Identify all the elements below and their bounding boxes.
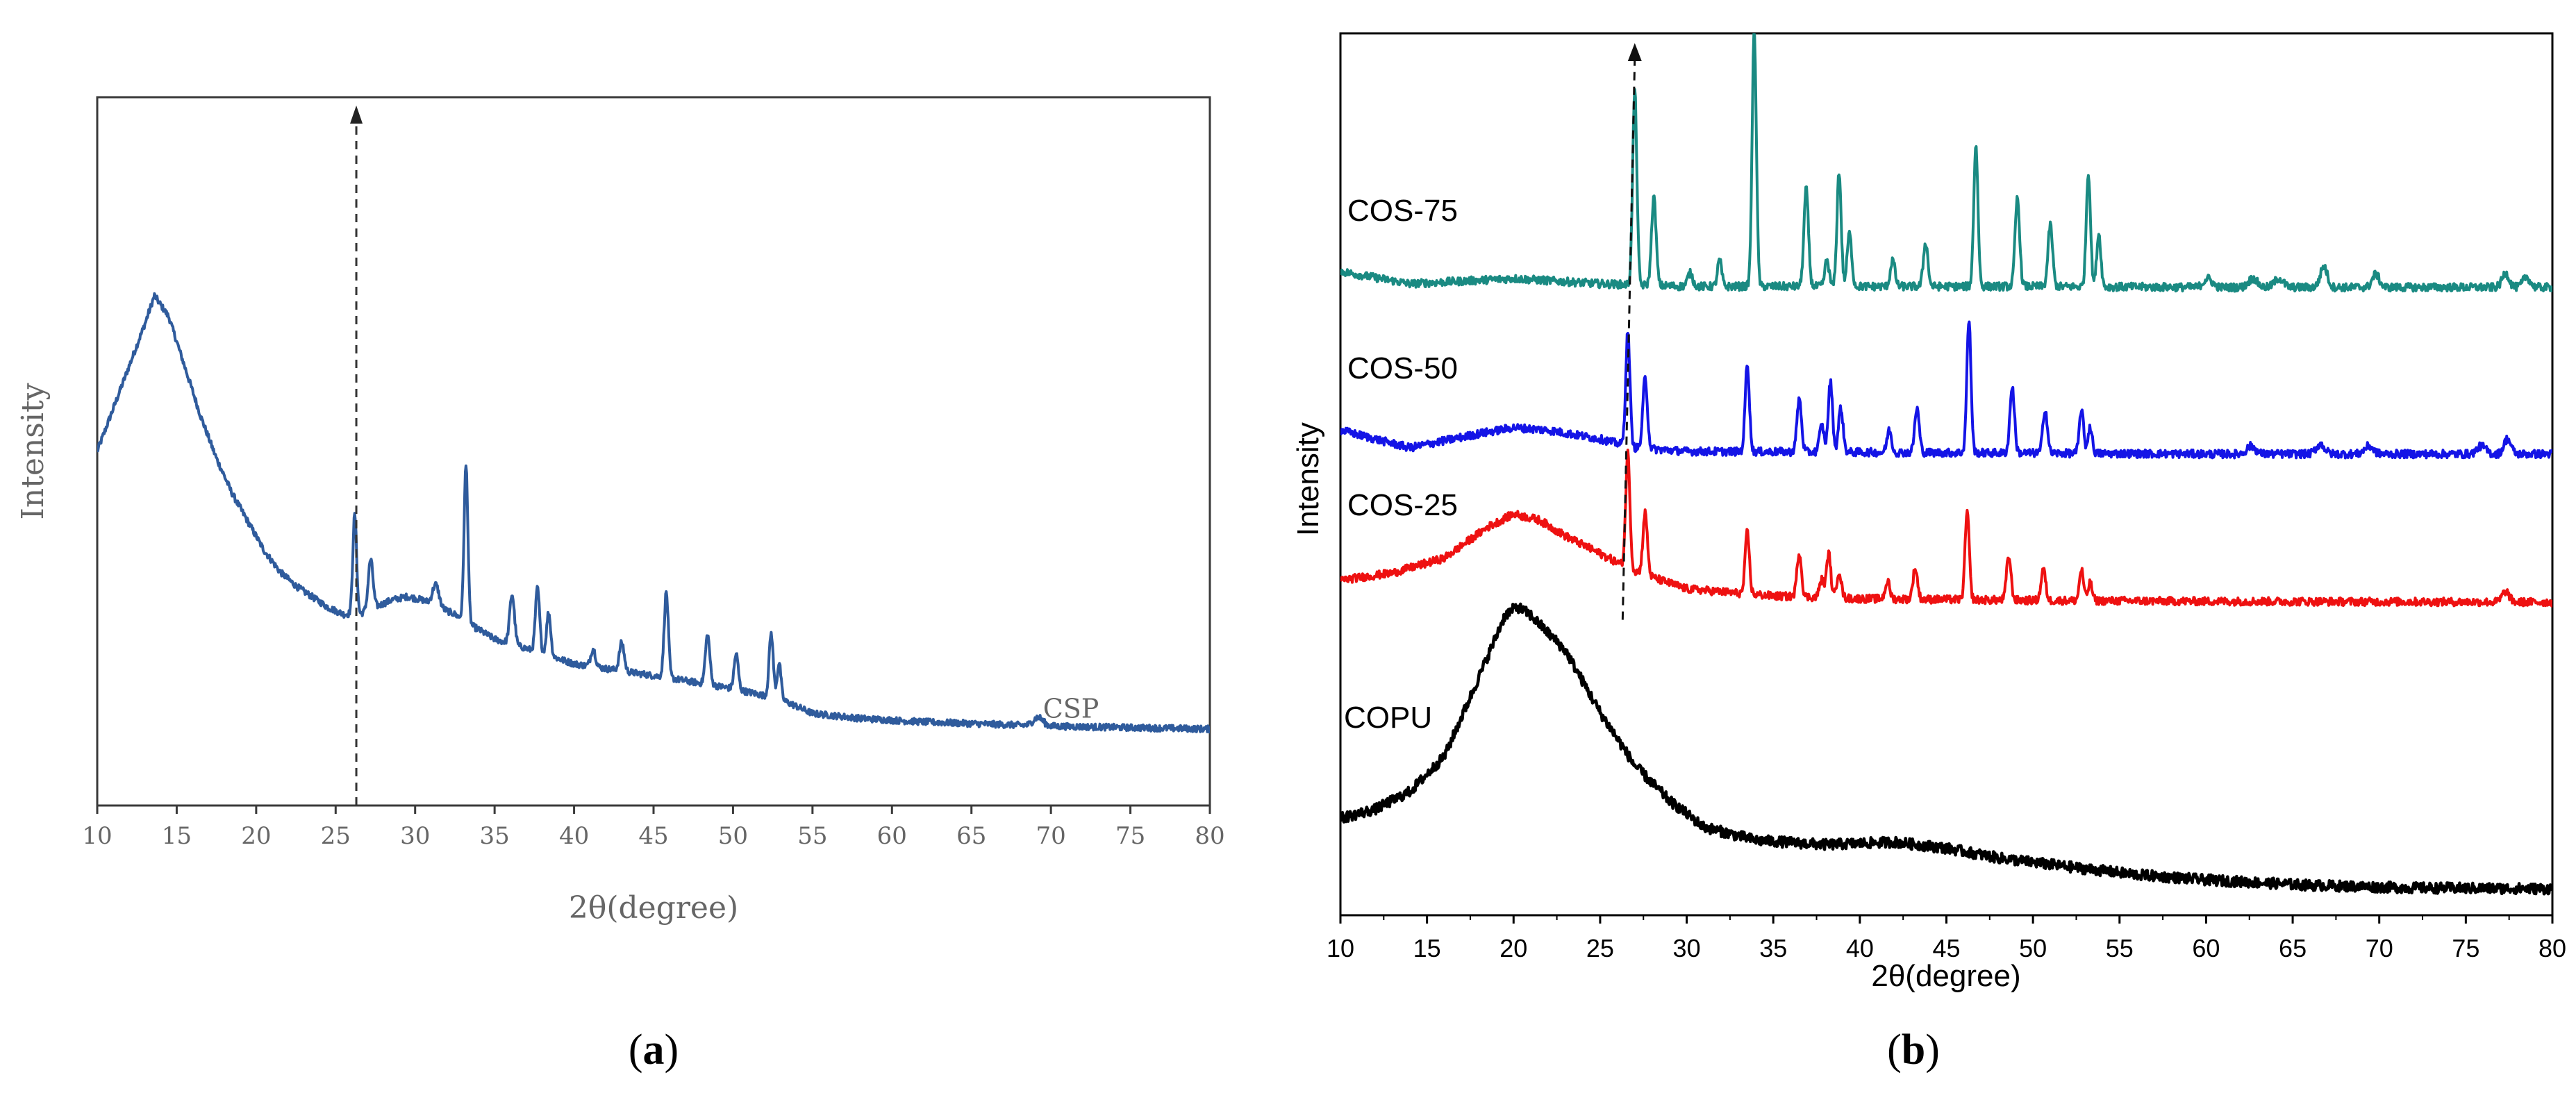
panel-a-caption-letter: a [643, 1026, 665, 1074]
x-tick-label: 75 [1115, 822, 1145, 850]
x-tick-label: 40 [1846, 934, 1874, 962]
x-tick-label: 60 [2192, 934, 2220, 962]
series-cos-75-line [1340, 33, 2552, 293]
x-tick-label: 10 [82, 822, 112, 850]
x-tick-label: 55 [797, 822, 827, 850]
series-label-copu: COPU [1344, 701, 1432, 735]
series-copu-line [1340, 602, 2552, 896]
x-tick-label: 60 [877, 822, 907, 850]
panel-b-caption: (b) [1887, 1026, 1940, 1074]
panel-a-x-tick-labels: 10 15 20 25 30 35 40 45 50 55 60 65 70 75 80 [82, 822, 1224, 850]
x-tick-label: 30 [1673, 934, 1701, 962]
panel-a-arrow-head [350, 106, 363, 124]
x-tick-label: 15 [1413, 934, 1441, 962]
x-tick-label: 80 [1195, 822, 1224, 850]
series-csp-line [97, 292, 1210, 734]
panel-b-x-axis-label: 2θ(degree) [1871, 959, 2020, 993]
x-tick-label: 50 [2019, 934, 2047, 962]
series-label-cos-25: COS-25 [1347, 488, 1458, 522]
panel-a-caption: (a) [629, 1026, 679, 1074]
panel-b-chart: 10 15 20 25 30 35 40 45 50 55 60 65 70 75 80 COS-75 CO… [1291, 32, 2566, 993]
panel-a-x-axis-label: 2θ(degree) [569, 890, 738, 926]
panel-a-chart: 10 15 20 25 30 35 40 45 50 55 60 65 70 75 80 CSP 2θ(de… [15, 96, 1225, 926]
x-tick-label: 40 [559, 822, 589, 850]
x-tick-label: 80 [2538, 934, 2566, 962]
x-tick-label: 35 [1759, 934, 1787, 962]
panel-b-caption-letter: b [1902, 1026, 1925, 1074]
panel-a-x-ticks [96, 806, 1211, 814]
x-tick-label: 65 [2279, 934, 2307, 962]
panel-b-plot-frame [1339, 32, 2554, 917]
panel-a-y-axis-label: Intensity [15, 383, 51, 519]
x-tick-label: 15 [162, 822, 192, 850]
x-tick-label: 20 [1499, 934, 1527, 962]
x-tick-label: 50 [718, 822, 748, 850]
panel-b-x-tick-labels: 10 15 20 25 30 35 40 45 50 55 60 65 70 75 80 [1327, 934, 2566, 962]
series-cos-25-line [1340, 449, 2552, 608]
series-label-csp: CSP [1043, 693, 1099, 724]
x-tick-label: 25 [1586, 934, 1614, 962]
panel-b-reference-arrow [1621, 58, 1636, 620]
x-tick-label: 75 [2452, 934, 2479, 962]
x-tick-label: 45 [638, 822, 668, 850]
x-tick-label: 35 [480, 822, 510, 850]
x-tick-label: 55 [2106, 934, 2134, 962]
series-label-cos-50: COS-50 [1347, 351, 1458, 385]
panel-b-arrow-head [1627, 43, 1642, 61]
x-tick-label: 20 [241, 822, 271, 850]
x-tick-label: 45 [1932, 934, 1960, 962]
x-tick-label: 70 [1036, 822, 1066, 850]
x-tick-label: 70 [2366, 934, 2393, 962]
panel-b-y-axis-label: Intensity [1291, 422, 1325, 536]
panel-b-x-ticks [1339, 915, 2554, 924]
x-tick-label: 10 [1327, 934, 1354, 962]
series-label-cos-75: COS-75 [1347, 194, 1458, 228]
series-cos-50-line [1340, 320, 2552, 460]
x-tick-label: 30 [400, 822, 430, 850]
panel-a-plot-frame [96, 96, 1211, 807]
x-tick-label: 25 [321, 822, 351, 850]
x-tick-label: 65 [956, 822, 986, 850]
